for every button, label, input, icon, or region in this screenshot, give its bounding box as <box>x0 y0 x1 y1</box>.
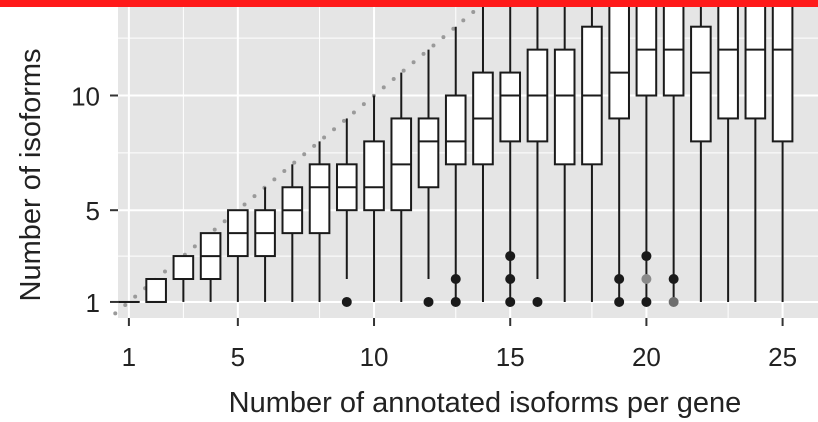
box-23 <box>717 2 739 120</box>
box-2 <box>145 278 167 303</box>
x-axis-title: Number of annotated isoforms per gene <box>229 387 742 419</box>
outlier-point <box>641 296 652 307</box>
x-tick-label: 10 <box>360 342 389 372</box>
outlier-point <box>668 274 679 285</box>
box-24 <box>744 2 767 120</box>
plot-area <box>113 0 818 318</box>
outlier-point <box>614 296 625 307</box>
x-tick-label: 25 <box>768 342 797 372</box>
y-axis: Number of isoforms 1 5 10 <box>15 48 118 318</box>
box-10 <box>363 140 385 212</box>
y-tick-label: 1 <box>86 288 100 318</box>
outlier-point <box>668 296 679 307</box>
y-tick-label: 5 <box>86 196 100 226</box>
box-8 <box>308 163 331 235</box>
box-25 <box>771 2 794 143</box>
outlier-point <box>505 274 516 285</box>
outlier-point <box>450 296 461 307</box>
red-highlight-bar <box>0 0 818 7</box>
outlier-point <box>532 296 543 307</box>
outlier-point <box>423 296 434 307</box>
plot-background <box>118 0 818 318</box>
x-tick-label: 1 <box>122 342 136 372</box>
outlier-point <box>341 296 352 307</box>
outlier-point <box>450 274 461 285</box>
box-13 <box>444 94 467 166</box>
box-12 <box>417 117 440 189</box>
box-3 <box>172 255 195 281</box>
box-22 <box>690 25 712 143</box>
outlier-point <box>505 251 516 262</box>
outlier-point <box>505 296 516 307</box>
x-tick-label: 5 <box>231 342 245 372</box>
box-17 <box>553 48 576 166</box>
outlier-point <box>641 251 652 262</box>
y-axis-title: Number of isoforms <box>15 48 47 301</box>
box-19 <box>608 2 630 120</box>
outlier-point <box>614 274 625 285</box>
outlier-point <box>641 274 652 285</box>
box-15 <box>499 71 522 143</box>
x-tick-label: 20 <box>632 342 661 372</box>
y-tick-label: 10 <box>71 82 100 112</box>
x-tick-label: 15 <box>496 342 525 372</box>
